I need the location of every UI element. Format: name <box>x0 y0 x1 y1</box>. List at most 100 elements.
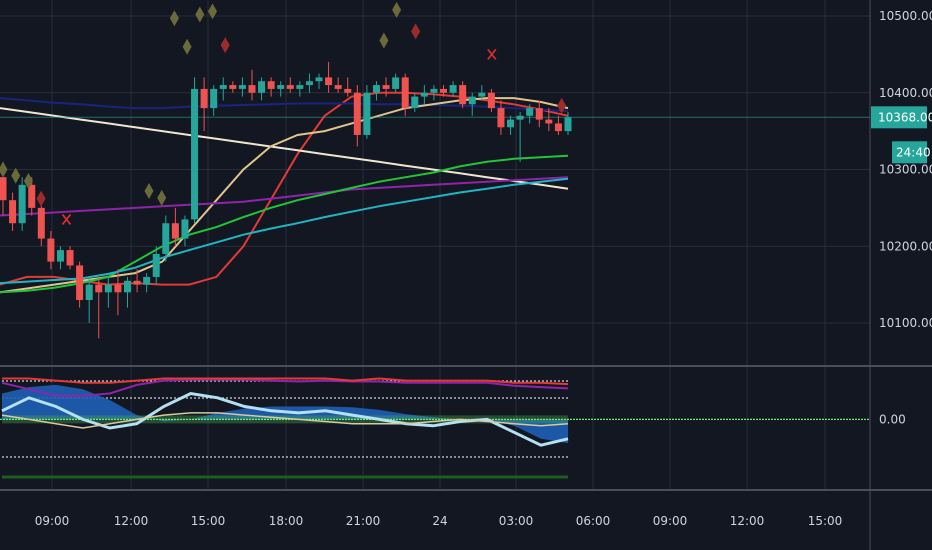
candle-body-29 <box>277 85 285 89</box>
diamond-marker-6 <box>157 189 167 206</box>
candle-body-44 <box>420 92 428 97</box>
candle-body-7 <box>66 250 74 266</box>
ma-line-4 <box>0 176 569 217</box>
diamond-marker-1 <box>11 167 21 184</box>
candle-body-56 <box>535 108 543 120</box>
candle-body-27 <box>258 81 266 93</box>
candle-body-8 <box>76 265 84 300</box>
candle-body-5 <box>47 238 55 262</box>
candle-body-58 <box>554 123 562 132</box>
x-marker-4 <box>61 213 72 225</box>
diamond-marker-5 <box>144 182 154 199</box>
osc-area <box>2 384 568 444</box>
candle-body-21 <box>200 88 208 109</box>
candle-body-49 <box>468 96 476 105</box>
ma-line-5 <box>0 154 569 294</box>
price-tick-label: 10200.00 <box>879 239 932 253</box>
candle-body-55 <box>526 108 534 116</box>
indicator-tick-label: 0.00 <box>879 412 906 426</box>
candle-body-12 <box>114 284 122 293</box>
candle-body-19 <box>181 219 189 239</box>
candle-body-34 <box>325 77 333 86</box>
candle-body-57 <box>545 119 553 124</box>
time-tick-label: 24 <box>432 514 447 528</box>
candle-body-9 <box>85 284 93 300</box>
candle-body-37 <box>353 92 361 135</box>
candle-body-15 <box>143 276 151 285</box>
ma-line-1 <box>0 97 569 113</box>
candle-body-13 <box>123 280 131 293</box>
candle-body-30 <box>286 85 294 89</box>
candle-body-46 <box>440 88 448 93</box>
candle-body-16 <box>152 253 160 277</box>
time-tick-label: 21:00 <box>346 514 381 528</box>
candle-body-4 <box>37 207 45 239</box>
candle-body-52 <box>497 108 505 128</box>
candle-body-38 <box>363 92 371 135</box>
candle-body-32 <box>305 81 313 86</box>
time-tick-label: 18:00 <box>269 514 304 528</box>
countdown-badge <box>892 141 927 164</box>
candle-body-51 <box>487 92 495 109</box>
candle-body-35 <box>334 85 342 89</box>
candle-body-22 <box>210 88 218 109</box>
candle-body-41 <box>392 77 400 89</box>
diamond-marker-2 <box>23 173 33 190</box>
signal-markers <box>0 1 567 225</box>
oscillator-panel <box>0 377 870 479</box>
candle-body-0 <box>0 177 7 201</box>
candle-body-10 <box>95 284 103 293</box>
diamond-marker-8 <box>182 38 192 55</box>
last-price-label: 10368.00 <box>878 110 932 124</box>
x-marker-15 <box>487 48 497 60</box>
candle-body-48 <box>459 85 467 105</box>
candle-body-6 <box>56 250 64 262</box>
axes: 10500.00 10400.00 10300.00 10200.00 10100.00… <box>35 9 932 528</box>
diamond-marker-12 <box>379 32 389 49</box>
candle-body-43 <box>411 96 419 109</box>
candle-body-26 <box>248 85 256 93</box>
diamond-marker-3 <box>36 190 46 207</box>
candle-body-53 <box>507 119 515 128</box>
candle-body-50 <box>478 92 486 97</box>
diamond-marker-10 <box>207 3 217 20</box>
price-tick-label: 10100.00 <box>879 316 932 330</box>
candle-body-28 <box>267 81 275 89</box>
candles <box>0 62 572 339</box>
diamond-marker-16 <box>557 97 567 114</box>
time-tick-label: 15:00 <box>808 514 843 528</box>
diamond-marker-9 <box>195 6 205 23</box>
candle-body-1 <box>9 200 17 224</box>
candle-body-17 <box>162 223 170 254</box>
candle-body-54 <box>516 115 524 120</box>
candle-body-59 <box>564 117 572 132</box>
time-tick-label: 15:00 <box>191 514 226 528</box>
candle-body-14 <box>133 280 141 285</box>
candle-body-24 <box>229 85 237 89</box>
diamond-marker-7 <box>169 10 179 27</box>
time-tick-label: 06:00 <box>576 514 611 528</box>
diamond-marker-14 <box>411 23 421 40</box>
candle-body-18 <box>171 223 179 239</box>
price-tick-label: 10300.00 <box>879 163 932 177</box>
ma-line-2 <box>0 107 569 190</box>
time-tick-label: 09:00 <box>35 514 70 528</box>
last-price-badge <box>871 106 927 129</box>
candle-body-25 <box>238 85 246 89</box>
candle-body-39 <box>372 85 380 93</box>
time-tick-label: 09:00 <box>653 514 688 528</box>
candle-body-33 <box>315 77 323 82</box>
ma-line-6 <box>0 177 569 285</box>
candle-body-3 <box>28 184 36 208</box>
osc-upper-purple <box>1 378 569 397</box>
candle-body-2 <box>18 184 26 224</box>
price-tick-label: 10400.00 <box>879 86 932 100</box>
candle-body-47 <box>449 85 457 93</box>
candle-body-45 <box>430 88 438 93</box>
candle-body-42 <box>401 77 409 109</box>
price-tick-label: 10500.00 <box>879 9 932 23</box>
time-tick-label: 03:00 <box>499 514 534 528</box>
countdown-label: 24:40 <box>896 145 931 159</box>
diamond-marker-11 <box>220 37 230 54</box>
